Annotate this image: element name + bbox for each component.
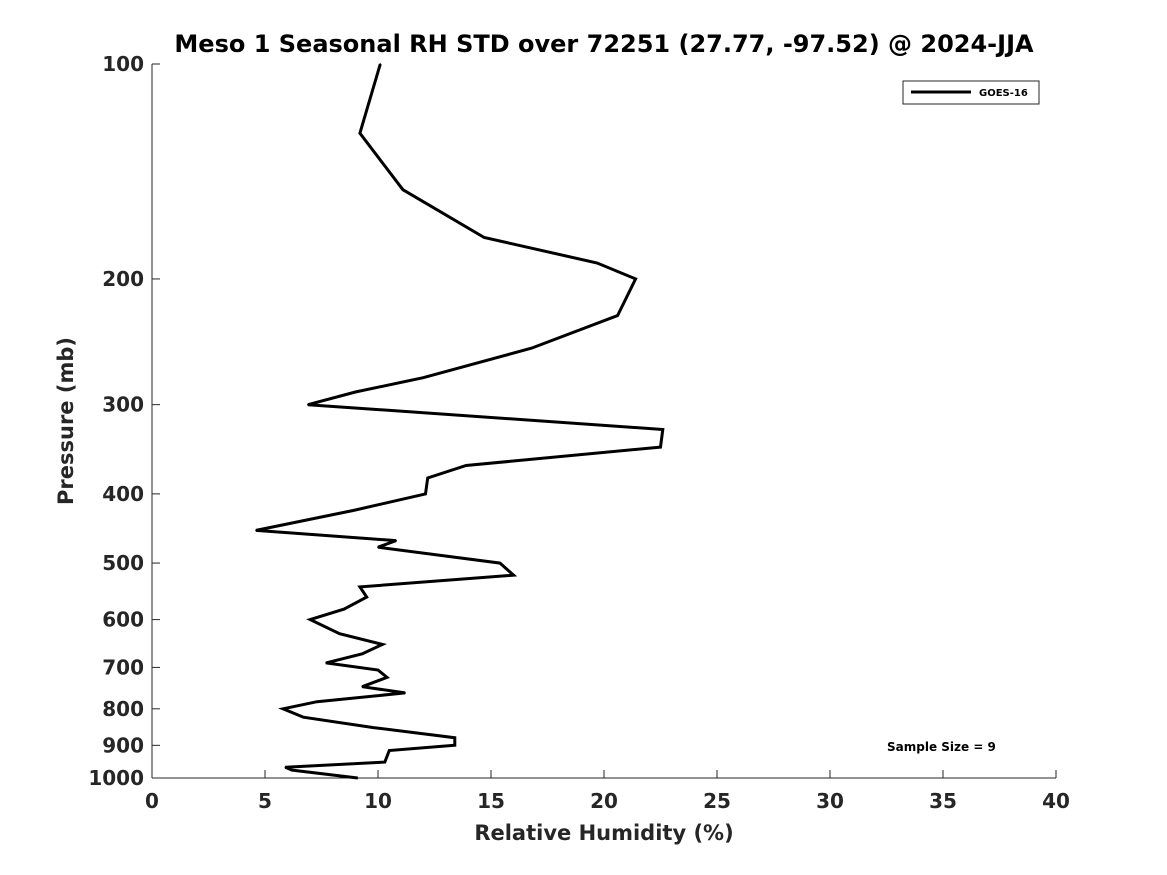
- data-point: [424, 493, 427, 495]
- data-point: [512, 574, 515, 576]
- data-point: [384, 761, 386, 763]
- data-point: [291, 769, 293, 771]
- legend-label-goes-16: GOES-16: [979, 88, 1028, 99]
- legend: GOES-16: [902, 80, 1040, 105]
- y-tick-label: 800: [102, 697, 144, 721]
- x-tick-label: 0: [145, 789, 159, 813]
- data-point: [307, 403, 309, 406]
- data-point: [388, 749, 391, 752]
- data-point: [352, 509, 354, 512]
- data-point: [381, 643, 384, 646]
- data-point: [361, 685, 364, 688]
- data-point: [659, 446, 662, 448]
- data-point: [465, 464, 467, 467]
- data-point: [483, 236, 486, 239]
- data-point: [372, 726, 375, 729]
- x-ticks: 0 5 10 15 20 25 30 35 40: [145, 770, 1070, 813]
- y-tick-label: 100: [102, 52, 144, 76]
- data-point: [309, 618, 312, 621]
- data-point: [616, 314, 619, 317]
- x-tick-label: 5: [258, 789, 272, 813]
- data-point: [359, 132, 361, 134]
- x-tick-label: 35: [929, 789, 957, 813]
- data-point: [662, 428, 664, 431]
- data-point: [454, 744, 456, 747]
- data-point: [377, 546, 379, 548]
- data-point: [596, 262, 598, 264]
- x-tick-label: 25: [703, 789, 731, 813]
- x-axis-label: Relative Humidity (%): [474, 821, 733, 845]
- data-point: [454, 736, 456, 739]
- sample-size-annotation: Sample Size = 9: [887, 740, 996, 754]
- data-point: [361, 653, 364, 655]
- data-point: [365, 596, 368, 598]
- data-point: [282, 708, 284, 710]
- data-point: [359, 586, 361, 588]
- data-point: [386, 676, 388, 679]
- series-points: [255, 63, 664, 779]
- y-tick-label: 600: [102, 608, 144, 632]
- data-point: [316, 700, 318, 703]
- data-point: [404, 692, 406, 694]
- y-tick-label: 900: [102, 733, 144, 757]
- chart-title: Meso 1 Seasonal RH STD over 72251 (27.77…: [174, 30, 1034, 58]
- data-point: [356, 777, 359, 779]
- data-point: [530, 347, 533, 349]
- data-point: [379, 63, 382, 65]
- plot-area: 0 5 10 15 20 25 30 35 40 100 200 300 400 500 600 700 80…: [88, 52, 1070, 813]
- data-point: [499, 562, 501, 564]
- data-point: [255, 529, 257, 532]
- data-point: [284, 766, 287, 769]
- x-tick-label: 15: [477, 789, 505, 813]
- y-axis-label: Pressure (mb): [54, 337, 78, 505]
- y-tick-label: 400: [102, 482, 144, 506]
- x-tick-label: 40: [1042, 789, 1070, 813]
- x-tick-label: 20: [590, 789, 618, 813]
- data-point: [354, 391, 357, 393]
- data-point: [343, 608, 345, 610]
- x-tick-label: 10: [364, 789, 392, 813]
- data-point: [395, 539, 397, 542]
- data-point: [422, 376, 425, 379]
- data-point: [325, 662, 327, 664]
- y-tick-label: 200: [102, 267, 144, 291]
- data-point: [426, 477, 429, 479]
- y-tick-label: 300: [102, 393, 144, 417]
- data-point: [302, 716, 305, 718]
- data-point: [377, 669, 379, 671]
- y-ticks: 100 200 300 400 500 600 700 800 900 1000: [88, 52, 160, 790]
- data-point: [402, 188, 404, 191]
- data-point: [634, 278, 637, 280]
- y-tick-label: 700: [102, 655, 144, 679]
- x-tick-label: 30: [816, 789, 844, 813]
- y-tick-label: 500: [102, 551, 144, 575]
- y-tick-label: 1000: [88, 766, 144, 790]
- data-point: [338, 632, 341, 635]
